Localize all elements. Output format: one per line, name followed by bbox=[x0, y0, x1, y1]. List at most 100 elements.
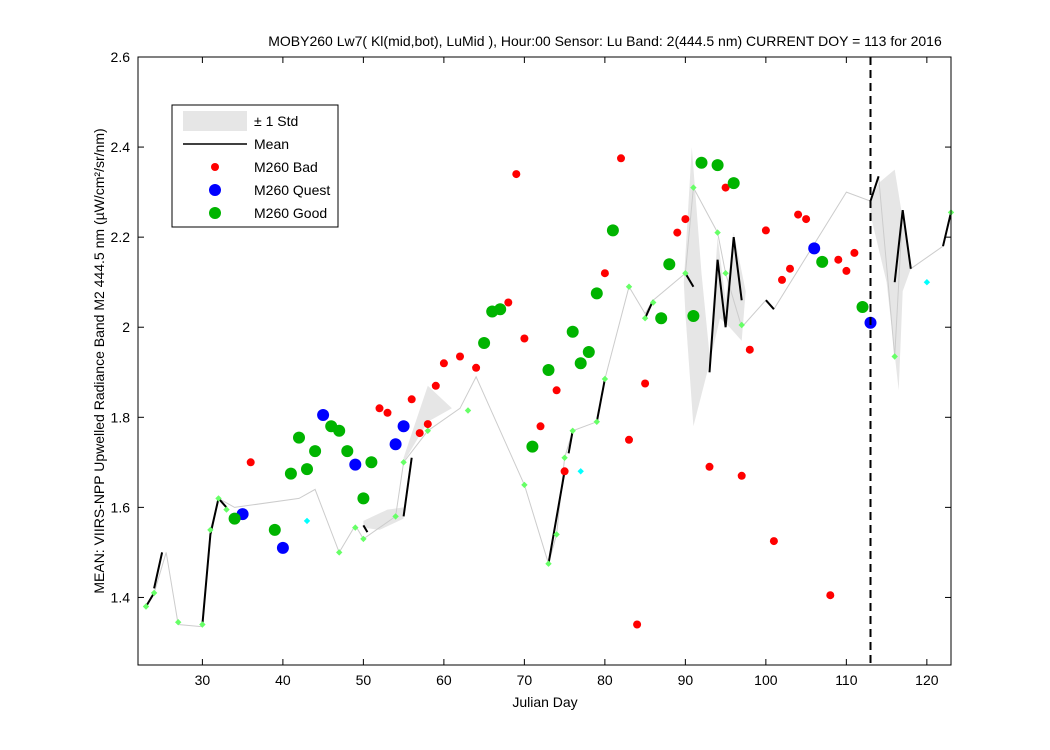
light-green-point bbox=[150, 589, 158, 597]
mean-segment-1 bbox=[153, 552, 164, 589]
legend-band-swatch bbox=[183, 111, 247, 131]
m260-bad-point bbox=[802, 215, 811, 224]
legend-label: Mean bbox=[254, 136, 289, 152]
light-green-point bbox=[392, 513, 399, 520]
light-green-point bbox=[400, 459, 407, 466]
plot-frame bbox=[137, 56, 952, 666]
mean-segment-3 bbox=[362, 524, 369, 533]
m260-bad-point bbox=[383, 408, 392, 417]
m260-good-point bbox=[333, 424, 346, 437]
m260-good-point bbox=[574, 357, 587, 370]
m260-good-point bbox=[816, 255, 829, 268]
x-tick-label: 50 bbox=[356, 672, 372, 688]
mean-segment-9 bbox=[684, 272, 695, 288]
y-tick-label: 1.4 bbox=[111, 589, 131, 605]
m260-bad-point bbox=[794, 210, 803, 219]
m260-bad-point bbox=[769, 537, 778, 546]
std-band-1 bbox=[403, 385, 452, 463]
m260-bad-point bbox=[834, 255, 843, 264]
light-green-point bbox=[360, 535, 367, 543]
light-green-point bbox=[738, 321, 745, 329]
y-tick-label: 1.8 bbox=[111, 409, 131, 425]
y-tick-label: 2.4 bbox=[111, 139, 131, 155]
m260-bad-point bbox=[520, 334, 529, 343]
light-green-point bbox=[722, 270, 729, 277]
mean-segment-13 bbox=[893, 209, 912, 283]
mean-segment-11 bbox=[765, 299, 775, 310]
axes-layer: 30 40 50 60 70 80 90 100 110 120 1.4 1.6 1.8 2 2.2 2.4 2… bbox=[111, 49, 951, 688]
mean-segment-14 bbox=[942, 212, 952, 247]
x-tick-label: 90 bbox=[678, 672, 694, 688]
mean-segment-10 bbox=[708, 236, 743, 373]
std-band-0 bbox=[363, 507, 404, 530]
m260-good-point bbox=[566, 325, 579, 338]
m260-bad-point bbox=[673, 228, 682, 237]
m260-bad-point bbox=[415, 429, 424, 438]
light-green-point bbox=[682, 270, 689, 277]
chart-title: MOBY260 Lw7( Kl(mid,bot), LuMid ), Hour:… bbox=[268, 33, 942, 49]
m260-bad-point bbox=[850, 248, 859, 257]
legend-label: ± 1 Std bbox=[254, 113, 298, 129]
mean-segment-4 bbox=[402, 457, 413, 517]
light-green-point bbox=[352, 524, 359, 531]
m260-good-point bbox=[341, 445, 354, 458]
m260-quest-point bbox=[389, 438, 402, 451]
m260-good-point bbox=[655, 312, 668, 325]
m260-good-point bbox=[542, 364, 555, 376]
legend-dot-swatch bbox=[211, 163, 219, 171]
m260-good-point bbox=[687, 310, 700, 322]
m260-good-point bbox=[526, 440, 539, 453]
m260-bad-point bbox=[560, 467, 569, 476]
m260-good-point bbox=[357, 492, 370, 505]
light-green-point bbox=[561, 454, 568, 461]
m260-bad-point bbox=[423, 420, 432, 429]
m260-good-point bbox=[606, 224, 619, 237]
m260-bad-point bbox=[246, 458, 255, 467]
mean-segment-2 bbox=[201, 496, 228, 625]
m260-good-point bbox=[284, 467, 297, 480]
m260-bad-point bbox=[472, 363, 481, 372]
m260-good-point bbox=[582, 346, 595, 358]
light-green-point bbox=[223, 506, 230, 513]
m260-bad-point bbox=[536, 422, 545, 431]
x-tick-label: 30 bbox=[195, 672, 211, 688]
m260-bad-point bbox=[761, 226, 770, 235]
m260-bad-point bbox=[504, 298, 513, 307]
m260-bad-point bbox=[745, 345, 754, 354]
light-green-point bbox=[464, 407, 472, 414]
m260-bad-point bbox=[737, 471, 746, 480]
cyan-point bbox=[303, 517, 311, 525]
m260-quest-point bbox=[317, 409, 330, 421]
m260-quest-point bbox=[276, 541, 289, 554]
light-green-point bbox=[714, 229, 721, 236]
m260-bad-point bbox=[617, 154, 625, 163]
legend-dot-swatch bbox=[209, 184, 221, 196]
light-green-point bbox=[625, 283, 633, 290]
light-green-point bbox=[650, 299, 657, 306]
m260-good-point bbox=[711, 159, 724, 172]
m260-bad-point bbox=[826, 591, 835, 600]
x-tick-label: 110 bbox=[835, 672, 858, 688]
light-green-point bbox=[593, 418, 600, 425]
m260-bad-point bbox=[842, 266, 851, 275]
mean-segment-0 bbox=[145, 592, 155, 608]
m260-bad-point bbox=[407, 395, 416, 404]
m260-good-point bbox=[494, 303, 507, 316]
m260-bad-point bbox=[625, 435, 633, 444]
light-green-point bbox=[207, 526, 214, 534]
light-green-point bbox=[142, 603, 150, 610]
m260-bad-point bbox=[600, 269, 609, 278]
light-green-point bbox=[891, 353, 898, 360]
x-tick-label: 80 bbox=[597, 672, 613, 688]
y-axis-label: MEAN: VIIRS-NPP Upwelled Radiance Band M… bbox=[91, 128, 107, 593]
m260-bad-point bbox=[431, 381, 440, 390]
light-green-point bbox=[569, 427, 576, 434]
y-tick-label: 1.6 bbox=[111, 499, 131, 515]
light-green-point bbox=[553, 531, 560, 538]
light-green-point bbox=[215, 495, 222, 502]
m260-bad-point bbox=[641, 379, 650, 388]
m260-good-point bbox=[365, 456, 378, 469]
y-tick-label: 2 bbox=[122, 319, 130, 335]
